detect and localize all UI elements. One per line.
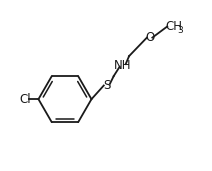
Text: S: S [103,79,110,92]
Text: 3: 3 [178,26,183,35]
Text: Cl: Cl [20,93,31,106]
Text: O: O [145,31,154,44]
Text: NH: NH [113,59,131,72]
Text: CH: CH [165,20,182,33]
